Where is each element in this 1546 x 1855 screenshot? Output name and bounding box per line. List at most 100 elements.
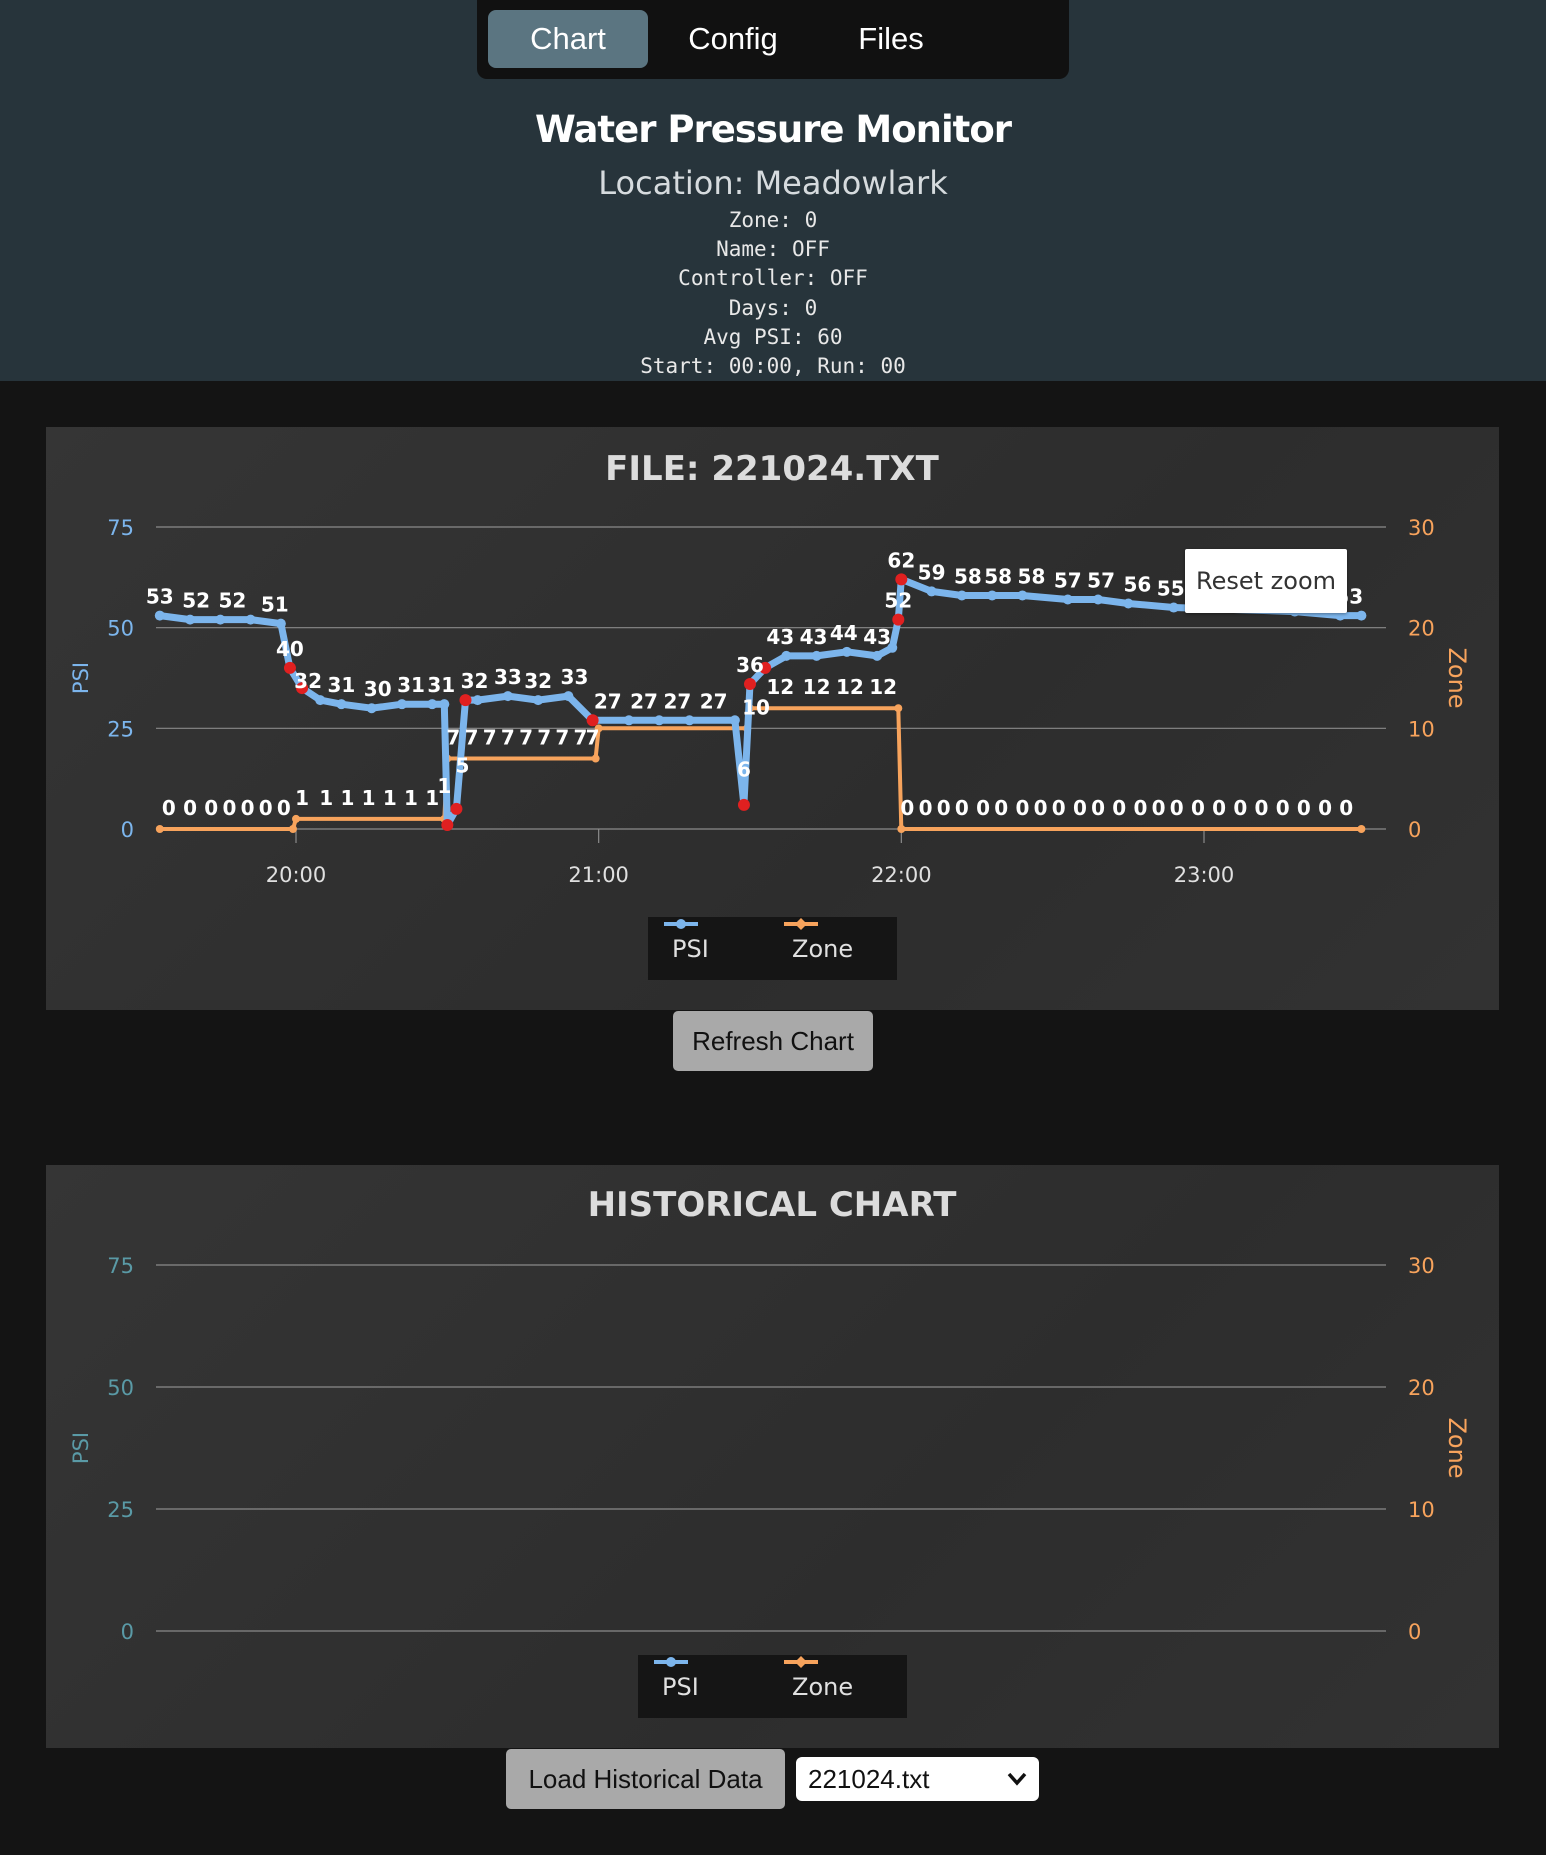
psi-data-label: 52 bbox=[219, 589, 247, 613]
y-tick-label: 25 bbox=[107, 717, 134, 741]
zone-data-label: 0 bbox=[1052, 796, 1066, 820]
psi-point bbox=[502, 691, 513, 702]
psi-data-label: 30 bbox=[364, 677, 392, 701]
zone-data-label: 0 bbox=[1034, 796, 1048, 820]
psi-point bbox=[472, 695, 483, 706]
y2-tick-label: 10 bbox=[1408, 717, 1435, 741]
zone-data-label: 0 bbox=[277, 796, 291, 820]
name-info: Name: OFF bbox=[716, 237, 830, 261]
zone-point bbox=[897, 825, 906, 833]
y-tick-label: 75 bbox=[107, 1254, 134, 1278]
psi-point bbox=[441, 818, 454, 831]
zone-point bbox=[894, 704, 903, 713]
psi-point bbox=[1356, 610, 1367, 621]
psi-data-label: 57 bbox=[1054, 568, 1082, 592]
psi-point bbox=[533, 695, 544, 706]
psi-data-label: 43 bbox=[766, 625, 794, 649]
y-tick-label: 0 bbox=[121, 818, 134, 842]
y2-tick-label: 10 bbox=[1408, 1498, 1435, 1522]
psi-point bbox=[1062, 594, 1073, 605]
zone-data-label: 12 bbox=[803, 675, 831, 699]
psi-point bbox=[154, 610, 165, 621]
psi-data-label: 32 bbox=[524, 669, 552, 693]
zone-data-label: 7 bbox=[465, 726, 479, 750]
y2-tick-label: 0 bbox=[1408, 818, 1421, 842]
zone-data-label: 0 bbox=[919, 796, 933, 820]
y-tick-label: 75 bbox=[107, 516, 134, 540]
zone-data-label: 0 bbox=[162, 796, 176, 820]
zone-data-label: 0 bbox=[204, 796, 218, 820]
tab-config[interactable]: Config bbox=[688, 21, 778, 56]
y-axis-title: PSI bbox=[69, 662, 93, 694]
psi-data-label: 43 bbox=[800, 625, 828, 649]
zone-data-label: 0 bbox=[1170, 796, 1184, 820]
psi-point bbox=[315, 695, 326, 706]
legend-item-zone[interactable]: Zone bbox=[784, 1655, 853, 1718]
y2-tick-label: 20 bbox=[1408, 617, 1435, 641]
zone-data-label: 0 bbox=[900, 796, 914, 820]
psi-point bbox=[759, 661, 772, 674]
zone-data-label: 1 bbox=[425, 786, 439, 810]
psi-data-label: 58 bbox=[954, 564, 982, 588]
historical-chart-panel[interactable]: HISTORICAL CHART 0 0 25 10 50 20 75 30 PSI Zone PS… bbox=[46, 1165, 1499, 1748]
zone-data-label: 7 bbox=[501, 726, 515, 750]
y2-tick-label: 20 bbox=[1408, 1376, 1435, 1400]
zone-data-label: 0 bbox=[222, 796, 236, 820]
zone-data-label: 0 bbox=[1112, 796, 1126, 820]
zone-data-label: 1 bbox=[340, 786, 354, 810]
psi-point bbox=[811, 650, 822, 661]
zone-data-label: 12 bbox=[869, 675, 897, 699]
psi-point bbox=[427, 699, 438, 710]
zone-data-label: 0 bbox=[183, 796, 197, 820]
zone-data-label: 0 bbox=[241, 796, 255, 820]
psi-point bbox=[215, 614, 226, 625]
x-tick-label: 23:00 bbox=[1174, 863, 1235, 887]
legend-label-zone: Zone bbox=[792, 934, 854, 963]
psi-point bbox=[841, 646, 852, 657]
zone-data-label: 1 bbox=[295, 786, 309, 810]
zone-data-label: 0 bbox=[1091, 796, 1105, 820]
y2-axis-title: Zone bbox=[1443, 1417, 1471, 1478]
load-historical-data-button[interactable]: Load Historical Data bbox=[506, 1749, 785, 1809]
tab-chart[interactable]: Chart bbox=[488, 10, 648, 68]
legend-item-psi[interactable]: PSI bbox=[664, 917, 709, 980]
chevron-down-icon bbox=[1007, 1772, 1027, 1786]
tab-files[interactable]: Files bbox=[858, 21, 924, 56]
file-chart-panel[interactable]: FILE: 221024.TXT 0 0 25 10 50 20 75 30 PSI Zone 20:… bbox=[46, 427, 1499, 1010]
reset-zoom-button[interactable]: Reset zoom bbox=[1185, 549, 1347, 613]
zone-data-label: 0 bbox=[1133, 796, 1147, 820]
days-info: Days: 0 bbox=[728, 296, 818, 320]
zone-data-label: 0 bbox=[1015, 796, 1029, 820]
psi-data-label: 33 bbox=[494, 665, 522, 689]
y-tick-label: 25 bbox=[107, 1498, 134, 1522]
psi-point bbox=[926, 586, 937, 597]
psi-data-label: 31 bbox=[327, 673, 355, 697]
file-chart-legend: PSI Zone bbox=[648, 917, 897, 980]
zone-data-label: 1 bbox=[362, 786, 376, 810]
psi-data-label: 40 bbox=[276, 637, 304, 661]
y-tick-label: 50 bbox=[107, 617, 134, 641]
zone-data-label: 7 bbox=[537, 726, 551, 750]
legend-psi-marker-icon bbox=[654, 1657, 688, 1667]
y2-tick-label: 0 bbox=[1408, 1620, 1421, 1644]
zone-data-label: 0 bbox=[1152, 796, 1166, 820]
zone-point bbox=[155, 825, 164, 833]
psi-point bbox=[1335, 610, 1346, 621]
file-select[interactable]: 221024.txt bbox=[796, 1757, 1039, 1801]
legend-item-zone[interactable]: Zone bbox=[784, 917, 853, 980]
historical-chart[interactable]: HISTORICAL CHART 0 0 25 10 50 20 75 30 PSI Zone bbox=[46, 1165, 1499, 1748]
avg-psi-info: Avg PSI: 60 bbox=[703, 325, 843, 349]
refresh-chart-button[interactable]: Refresh Chart bbox=[673, 1011, 873, 1071]
legend-item-psi[interactable]: PSI bbox=[654, 1655, 699, 1718]
zone-point bbox=[288, 825, 297, 833]
zone-data-label: 0 bbox=[1212, 796, 1226, 820]
controller-info: Controller: OFF bbox=[678, 266, 868, 290]
zone-data-label: 0 bbox=[976, 796, 990, 820]
psi-data-label: 27 bbox=[594, 689, 622, 713]
psi-point bbox=[450, 802, 463, 815]
chart-title: HISTORICAL CHART bbox=[588, 1185, 958, 1225]
legend-label-zone: Zone bbox=[792, 1672, 854, 1701]
psi-point bbox=[737, 798, 750, 811]
legend-zone-marker-icon bbox=[784, 1656, 818, 1668]
zone-data-label: 1 bbox=[319, 786, 333, 810]
